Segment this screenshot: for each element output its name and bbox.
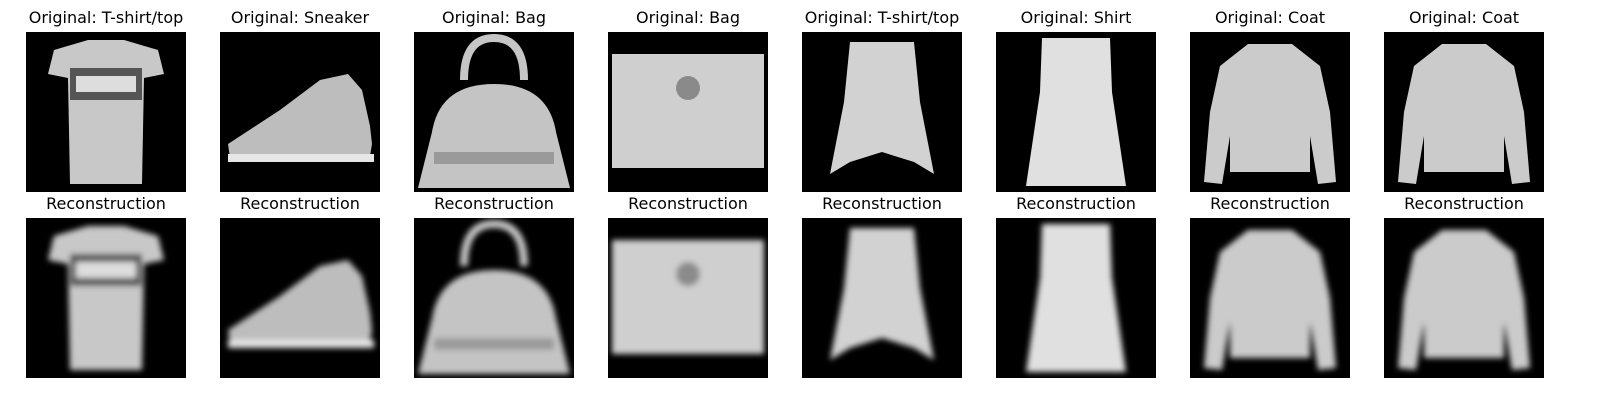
reconstruction-image	[414, 218, 574, 378]
original-image	[220, 32, 380, 192]
reconstruction-image	[1384, 218, 1544, 378]
reconstruction-image	[802, 218, 962, 378]
original-image	[1384, 32, 1544, 192]
original-image	[26, 32, 186, 192]
reconstruction-title: Reconstruction	[628, 194, 748, 213]
reconstruction-title: Reconstruction	[240, 194, 360, 213]
reconstruction-title: Reconstruction	[46, 194, 166, 213]
original-image	[802, 32, 962, 192]
reconstruction-image	[1190, 218, 1350, 378]
original-image	[608, 32, 768, 192]
reconstruction-image	[220, 218, 380, 378]
reconstruction-title: Reconstruction	[1016, 194, 1136, 213]
original-title: Original: T-shirt/top	[804, 8, 960, 27]
original-image	[996, 32, 1156, 192]
reconstruction-image	[996, 218, 1156, 378]
original-image	[1190, 32, 1350, 192]
reconstruction-title: Reconstruction	[434, 194, 554, 213]
reconstruction-image	[608, 218, 768, 378]
reconstruction-image	[26, 218, 186, 378]
original-image	[414, 32, 574, 192]
original-title: Original: T-shirt/top	[28, 8, 184, 27]
original-title: Original: Coat	[1408, 8, 1520, 27]
original-title: Original: Coat	[1214, 8, 1326, 27]
original-title: Original: Bag	[635, 8, 741, 27]
original-title: Original: Shirt	[1020, 8, 1132, 27]
reconstruction-title: Reconstruction	[822, 194, 942, 213]
reconstruction-title: Reconstruction	[1210, 194, 1330, 213]
reconstruction-title: Reconstruction	[1404, 194, 1524, 213]
original-title: Original: Bag	[441, 8, 547, 27]
original-title: Original: Sneaker	[230, 8, 370, 27]
